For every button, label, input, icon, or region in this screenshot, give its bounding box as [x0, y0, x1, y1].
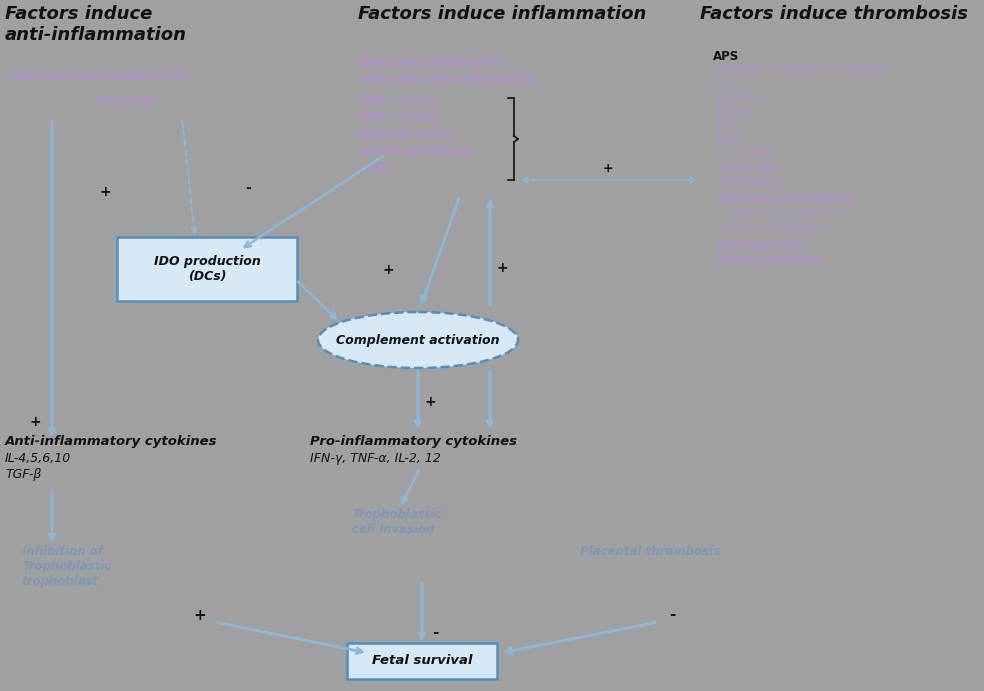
Text: Hyperglycemia: Hyperglycemia: [718, 240, 805, 250]
Text: pNK cells(CD56bright): pNK cells(CD56bright): [360, 58, 500, 68]
Text: APS: APS: [713, 50, 739, 63]
Text: Factors induce
anti-inflammation: Factors induce anti-inflammation: [5, 5, 187, 44]
Text: uNK cells with inhibitory KIr: uNK cells with inhibitory KIr: [12, 72, 189, 82]
Text: Placental thrombosis: Placental thrombosis: [580, 545, 720, 558]
Text: IFN-γ, TNF-α, IL-2, 12: IFN-γ, TNF-α, IL-2, 12: [310, 452, 441, 465]
Text: Factor VIII deficiency: Factor VIII deficiency: [718, 222, 833, 232]
Ellipse shape: [318, 312, 518, 368]
Text: FVL: FVL: [718, 79, 737, 89]
Text: Complement activation: Complement activation: [337, 334, 500, 346]
Text: Inherited thrombophilic mutation: Inherited thrombophilic mutation: [718, 63, 891, 73]
Text: Acquired thrombophilia: Acquired thrombophilia: [718, 194, 855, 204]
Text: Protein C/S  deficiency: Protein C/S deficiency: [718, 208, 841, 218]
Text: MTHFR: MTHFR: [718, 107, 755, 117]
Text: Insulin resistance: Insulin resistance: [718, 254, 821, 264]
Text: PT gene: PT gene: [718, 93, 760, 103]
Text: Trophoblastic
cell invasion: Trophoblastic cell invasion: [352, 508, 442, 536]
Text: +: +: [496, 261, 508, 275]
Text: IDO production
(DCs): IDO production (DCs): [154, 255, 261, 283]
Text: Treg cells: Treg cells: [95, 96, 154, 106]
Text: PAI-1: PAI-1: [718, 121, 744, 131]
Text: uNK cells with activating KIr: uNK cells with activating KIr: [360, 74, 538, 84]
FancyBboxPatch shape: [117, 237, 297, 301]
Text: Pro-inflammatory cytokines: Pro-inflammatory cytokines: [310, 435, 517, 448]
Text: +: +: [382, 263, 394, 277]
Text: -: -: [432, 625, 438, 639]
Text: +: +: [602, 162, 613, 175]
Text: Factor XIII: Factor XIII: [718, 149, 770, 159]
Text: -: -: [669, 607, 675, 623]
FancyBboxPatch shape: [347, 643, 497, 679]
Text: Anti-inflammatory cytokines: Anti-inflammatory cytokines: [5, 435, 217, 448]
Text: CD4+ T cells: CD4+ T cells: [360, 96, 439, 106]
Text: TGF-β: TGF-β: [5, 468, 41, 481]
Text: -: -: [245, 181, 251, 195]
Text: HPA-1: HPA-1: [718, 135, 749, 145]
Text: Hyperglycemia: Hyperglycemia: [360, 130, 454, 140]
Text: CD8+ T cells: CD8+ T cells: [360, 112, 439, 122]
Text: Factors induce thrombosis: Factors induce thrombosis: [700, 5, 968, 23]
Text: +: +: [424, 395, 436, 409]
Text: Inhibition of
Trophoblastic
trophoblast: Inhibition of Trophoblastic trophoblast: [22, 545, 111, 588]
Text: +: +: [194, 607, 207, 623]
Text: Insulin resistance: Insulin resistance: [360, 146, 471, 156]
Text: β-fibrinogen: β-fibrinogen: [718, 163, 781, 173]
Text: Antithrombin: Antithrombin: [718, 177, 786, 187]
Text: +: +: [99, 185, 111, 199]
Text: Fetal survival: Fetal survival: [372, 654, 472, 668]
Text: Factors induce inflammation: Factors induce inflammation: [358, 5, 646, 23]
Text: IL-4,5,6,10: IL-4,5,6,10: [5, 452, 71, 465]
Text: +: +: [30, 415, 40, 429]
Text: APS: APS: [360, 164, 393, 174]
